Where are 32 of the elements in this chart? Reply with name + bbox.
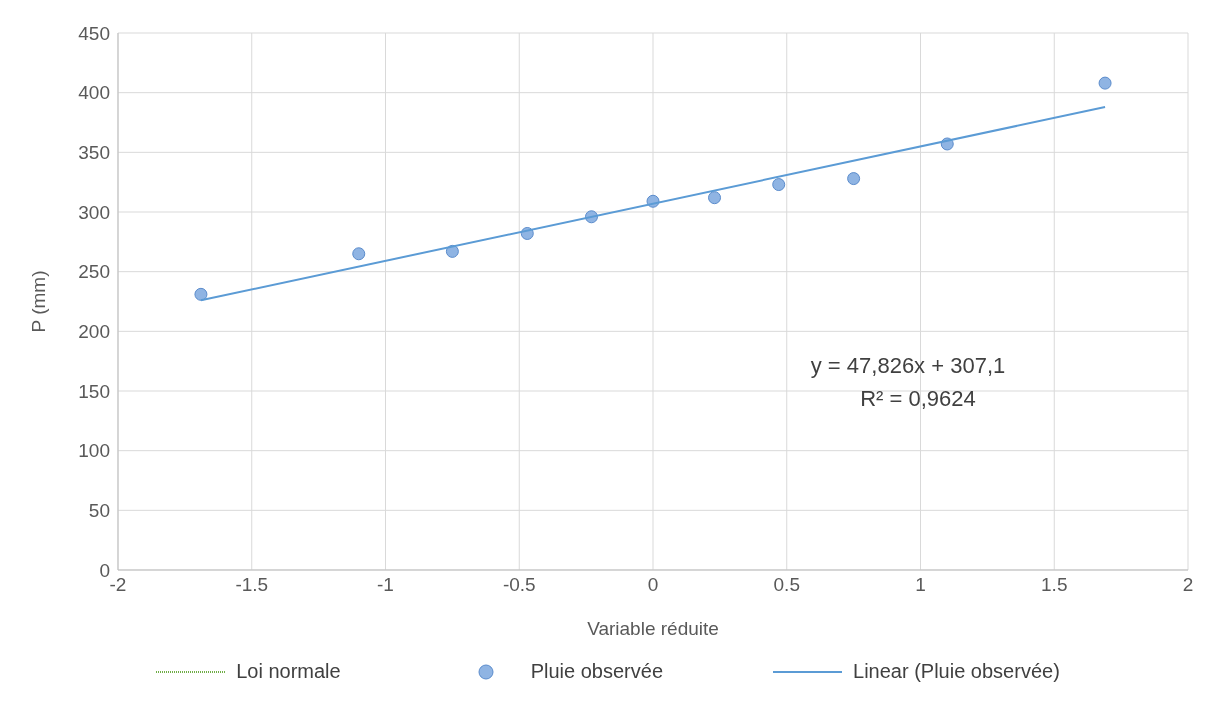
x-tick-label: 0 (647, 574, 659, 596)
legend-label: Linear (Pluie observée) (853, 660, 1060, 683)
x-tick-label: -2 (109, 574, 127, 596)
point (847, 172, 861, 186)
y-tick-label: 150 (78, 380, 110, 402)
point (194, 287, 208, 301)
y-tick-label: 100 (78, 440, 110, 462)
y-tick-label: 300 (78, 201, 110, 223)
y-tick-label: 250 (78, 261, 110, 283)
y-tick-label: 450 (78, 22, 110, 44)
x-tick-label: 2 (1182, 574, 1194, 596)
point (772, 178, 786, 192)
x-tick-label: -0.5 (502, 574, 536, 596)
y-tick-label: 350 (78, 142, 110, 164)
x-tick-label: -1.5 (235, 574, 269, 596)
point (352, 247, 366, 261)
legend-label: Pluie observée (530, 660, 664, 683)
y-tick-label: 50 (88, 500, 110, 522)
x-tick-label: -1 (377, 574, 394, 596)
annotation: R² = 0,9624 (860, 386, 976, 411)
point (1098, 76, 1112, 90)
x-tick-label: 1.5 (1041, 574, 1068, 596)
annotation: y = 47,826x + 307,1 (810, 353, 1006, 378)
x-axis-title: Variable réduite (587, 618, 719, 639)
y-tick-label: 0 (99, 559, 110, 581)
x-tick-label: 0.5 (773, 574, 800, 596)
y-axis-title: P (mm) (27, 270, 49, 333)
point (708, 191, 722, 205)
y-tick-label: 200 (78, 321, 110, 343)
y-tick-label: 400 (78, 82, 110, 104)
x-tick-label: 1 (915, 574, 926, 596)
legend-label: Loi normale (236, 660, 341, 683)
